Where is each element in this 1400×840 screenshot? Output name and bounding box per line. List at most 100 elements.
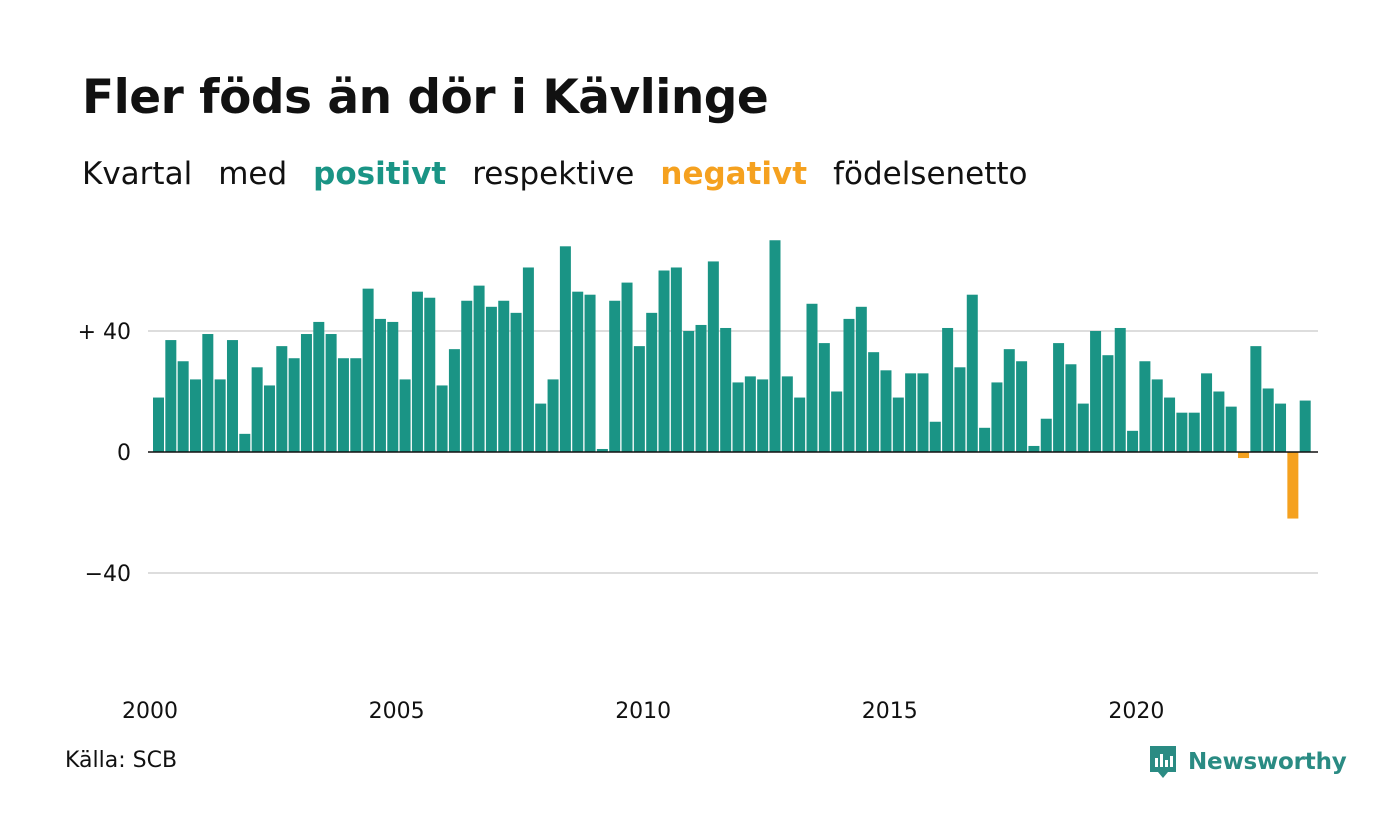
bar (288, 358, 300, 452)
bar (387, 321, 399, 452)
bar (1225, 406, 1237, 453)
bar (374, 318, 386, 452)
bar (1238, 452, 1250, 459)
bar (683, 331, 695, 452)
bar (1139, 361, 1151, 452)
bar (473, 285, 485, 453)
bar (892, 397, 904, 452)
bar (831, 391, 843, 452)
bar (929, 421, 941, 452)
bar (362, 288, 374, 452)
y-tick-label: 0 (117, 441, 131, 466)
bar (325, 334, 337, 452)
bar (1275, 403, 1287, 452)
bar (1250, 346, 1262, 453)
bar (1188, 412, 1200, 452)
subtitle-word-med: med (218, 156, 288, 192)
subtitle-negative-label: negativt (660, 156, 808, 192)
x-tick-label: 2000 (122, 699, 178, 724)
bar (251, 367, 263, 452)
bar (1151, 379, 1163, 452)
subtitle-word-fodelsenetto: födelsenetto (833, 156, 1028, 192)
bar (609, 300, 621, 452)
bar (633, 346, 645, 453)
bar (239, 433, 251, 452)
bar (658, 270, 670, 452)
bar (547, 379, 559, 452)
bar (522, 267, 534, 453)
bar (226, 340, 238, 452)
bar (917, 373, 929, 452)
bar (855, 306, 867, 452)
bar (424, 297, 436, 453)
bar (1040, 418, 1052, 452)
bar (806, 303, 818, 452)
chart-subtitle: Kvartal med positivt respektive negativt föde… (82, 156, 1054, 192)
bar (337, 358, 349, 452)
brand-name: Newsworthy (1188, 749, 1347, 775)
bar (1114, 327, 1126, 452)
bar (1016, 361, 1028, 452)
bar (1053, 343, 1065, 452)
bar (670, 267, 682, 453)
bar (1176, 412, 1188, 452)
bar (979, 427, 991, 452)
bar (584, 294, 596, 452)
bar (1262, 388, 1274, 452)
bar (621, 282, 633, 452)
bar (1164, 397, 1176, 452)
bar (1102, 355, 1114, 452)
bar (744, 376, 756, 453)
bar (1090, 331, 1102, 452)
bar (411, 291, 423, 452)
bar (732, 382, 744, 453)
bar (1065, 364, 1077, 452)
bar (202, 334, 214, 452)
bar (485, 306, 497, 452)
bar (757, 379, 769, 452)
bar (559, 246, 571, 452)
bar (781, 376, 793, 453)
bar (436, 385, 448, 452)
y-tick-label: −40 (85, 562, 131, 587)
bar (1299, 400, 1311, 452)
bar (720, 327, 732, 452)
x-tick-label: 2020 (1108, 699, 1164, 724)
subtitle-word-kvartal: Kvartal (82, 156, 193, 192)
bar (794, 397, 806, 452)
bar (276, 346, 288, 453)
bar (214, 379, 226, 452)
x-tick-label: 2010 (615, 699, 671, 724)
source-note: Källa: SCB (65, 748, 178, 773)
bar (1127, 430, 1139, 452)
bar (510, 312, 522, 452)
chart-title: Fler föds än dör i Kävlinge (82, 70, 769, 125)
bar (399, 379, 411, 452)
bar (954, 367, 966, 452)
bar (572, 291, 584, 452)
x-tick-label: 2005 (369, 699, 425, 724)
bar (646, 312, 658, 452)
bar (177, 361, 189, 452)
bar (1287, 452, 1299, 519)
newsworthy-logo-icon (1150, 746, 1176, 778)
bar (880, 370, 892, 452)
bar (535, 403, 547, 452)
bar (461, 300, 473, 452)
bar (300, 334, 312, 452)
bar (1213, 391, 1225, 452)
bar (498, 300, 510, 452)
y-tick-label: + 40 (78, 320, 131, 345)
bar (818, 343, 830, 452)
bar (695, 324, 707, 452)
subtitle-word-respektive: respektive (472, 156, 635, 192)
bar (165, 340, 177, 452)
subtitle-positive-label: positivt (313, 156, 447, 192)
bar (189, 379, 201, 452)
bar (905, 373, 917, 452)
bar (843, 318, 855, 452)
bar (868, 352, 880, 453)
bar (991, 382, 1003, 453)
bar (448, 349, 460, 452)
